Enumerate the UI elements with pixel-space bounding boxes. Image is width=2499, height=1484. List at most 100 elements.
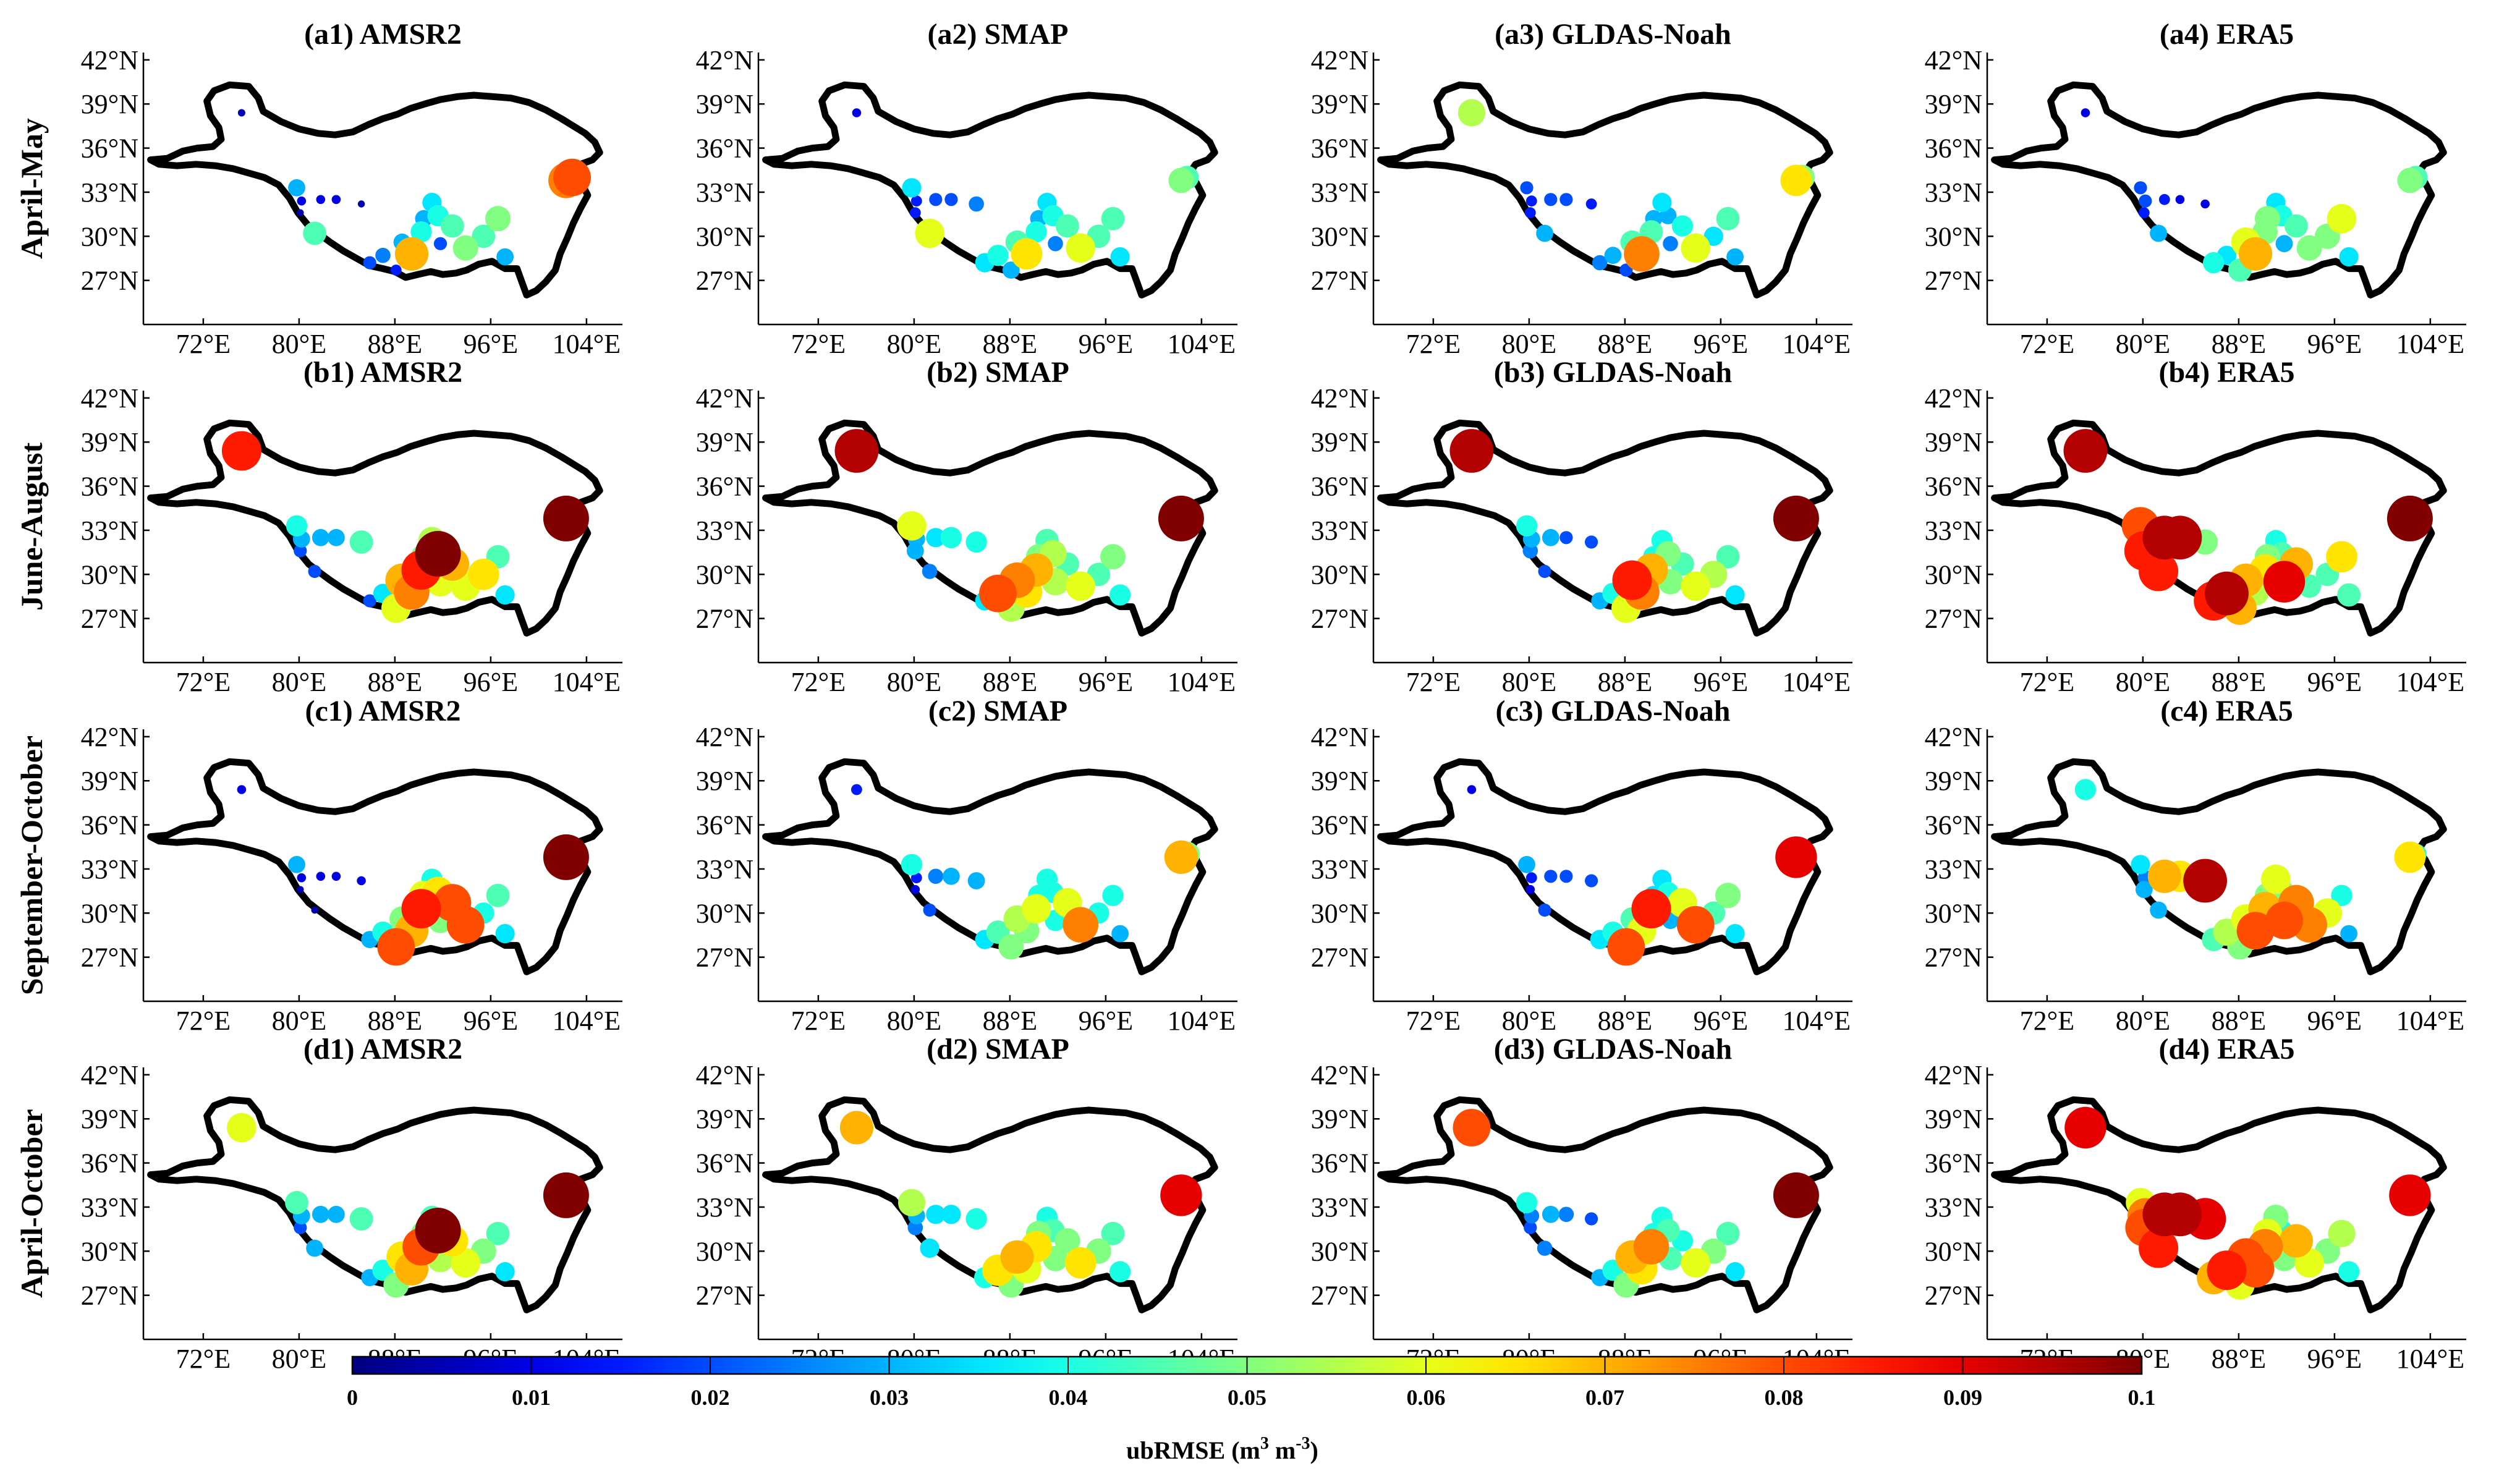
site-marker [1002,261,1020,279]
site-marker [2339,247,2359,267]
y-tick-label: 33°N [81,854,138,884]
y-tick-label: 30°N [1311,898,1368,928]
site-marker [1716,545,1740,569]
site-marker [967,872,985,889]
site-marker [1592,255,1608,271]
y-tick-label: 36°N [1311,134,1368,164]
site-marker [2203,252,2225,274]
site-marker [1671,215,1694,237]
site-marker [553,158,591,197]
x-tick-label: 104°E [553,329,621,359]
site-marker [1064,1247,1097,1279]
site-marker [1559,193,1573,206]
site-marker [312,528,329,546]
x-tick-label: 80°E [2116,1006,2170,1036]
x-tick-label: 88°E [368,329,422,359]
site-marker [987,245,1009,266]
site-marker [2183,859,2228,903]
site-marker [2063,429,2108,473]
y-tick-label: 42°N [81,45,138,75]
y-tick-label: 39°N [696,1104,753,1134]
site-marker [1726,248,1744,266]
site-marker [297,196,307,206]
site-marker [2397,167,2423,193]
site-marker [1544,870,1558,883]
x-tick-label: 72°E [176,1344,231,1374]
site-marker [410,221,432,243]
x-tick-label: 72°E [176,329,231,359]
y-tick-label: 39°N [1311,427,1368,457]
site-marker [910,195,922,207]
site-marker [1048,235,1063,252]
y-tick-label: 36°N [696,134,753,164]
y-tick-label: 36°N [81,1148,138,1179]
site-marker [1585,198,1597,210]
site-marker [2340,925,2358,943]
site-marker [1101,206,1125,231]
site-marker [303,221,326,245]
y-tick-label: 36°N [1925,1148,1982,1179]
site-marker [1000,1240,1034,1274]
site-marker [1525,872,1537,884]
site-marker [1111,925,1129,943]
x-tick-label: 104°E [2396,667,2464,697]
x-tick-label: 104°E [1168,329,1236,359]
y-tick-label: 27°N [1311,943,1368,973]
site-marker [926,1205,946,1224]
site-marker [941,1205,961,1224]
x-tick-label: 72°E [791,1006,846,1036]
site-marker [2150,901,2168,919]
site-marker [998,934,1024,960]
x-tick-label: 96°E [1694,667,1748,697]
site-marker [1021,894,1051,923]
y-tick-label: 33°N [1311,177,1368,208]
y-tick-label: 27°N [1925,604,1982,634]
y-tick-label: 36°N [1311,1148,1368,1179]
row-label: April-October [14,1109,49,1297]
panel-title: (c1) AMSR2 [305,695,461,727]
site-marker [472,224,496,248]
x-tick-label: 80°E [1502,1006,1556,1036]
x-tick-label: 72°E [791,667,846,697]
y-tick-label: 42°N [696,383,753,413]
y-tick-label: 27°N [696,266,753,296]
site-marker [2205,571,2249,616]
y-tick-label: 27°N [81,943,138,973]
site-marker [2279,1224,2313,1258]
site-marker [2134,181,2147,195]
site-marker [1158,495,1204,541]
panel-title: (d3) GLDAS-Noah [1494,1033,1732,1066]
y-tick-label: 30°N [81,221,138,252]
site-marker [1516,515,1538,536]
site-marker [1542,528,1559,546]
site-marker [1725,1262,1745,1282]
site-marker [1604,247,1622,265]
y-tick-label: 36°N [81,810,138,841]
site-marker [909,207,921,219]
site-marker [297,873,307,883]
row-label: April-May [14,118,49,259]
map-panel-b3: (b3) GLDAS-Noah 42°N 39°N 36°N 33°N 30°N 27°N 7… [1311,356,1852,697]
y-tick-label: 33°N [696,854,753,884]
x-tick-label: 88°E [983,329,1037,359]
y-tick-label: 39°N [696,766,753,796]
map-panel-a2: (a2) SMAP 42°N 39°N 36°N 33°N 30°N 27°N 72°E 80°… [696,18,1237,359]
x-tick-label: 104°E [1783,1006,1851,1036]
site-marker [902,178,922,198]
x-tick-label: 96°E [2307,1344,2362,1374]
y-tick-label: 39°N [81,427,138,457]
site-marker [2158,515,2202,560]
panel-title: (b1) AMSR2 [303,356,462,389]
site-marker [1011,238,1043,270]
site-marker [485,206,511,232]
site-marker [2150,224,2168,242]
site-marker [286,515,308,536]
site-marker [1520,181,1534,195]
site-marker [1110,247,1130,267]
y-tick-label: 27°N [1311,604,1368,634]
plateau-boundary [1991,758,2447,975]
site-marker [1542,1205,1559,1223]
site-marker [2238,237,2273,271]
x-tick-label: 80°E [887,667,941,697]
site-marker [2327,204,2357,234]
